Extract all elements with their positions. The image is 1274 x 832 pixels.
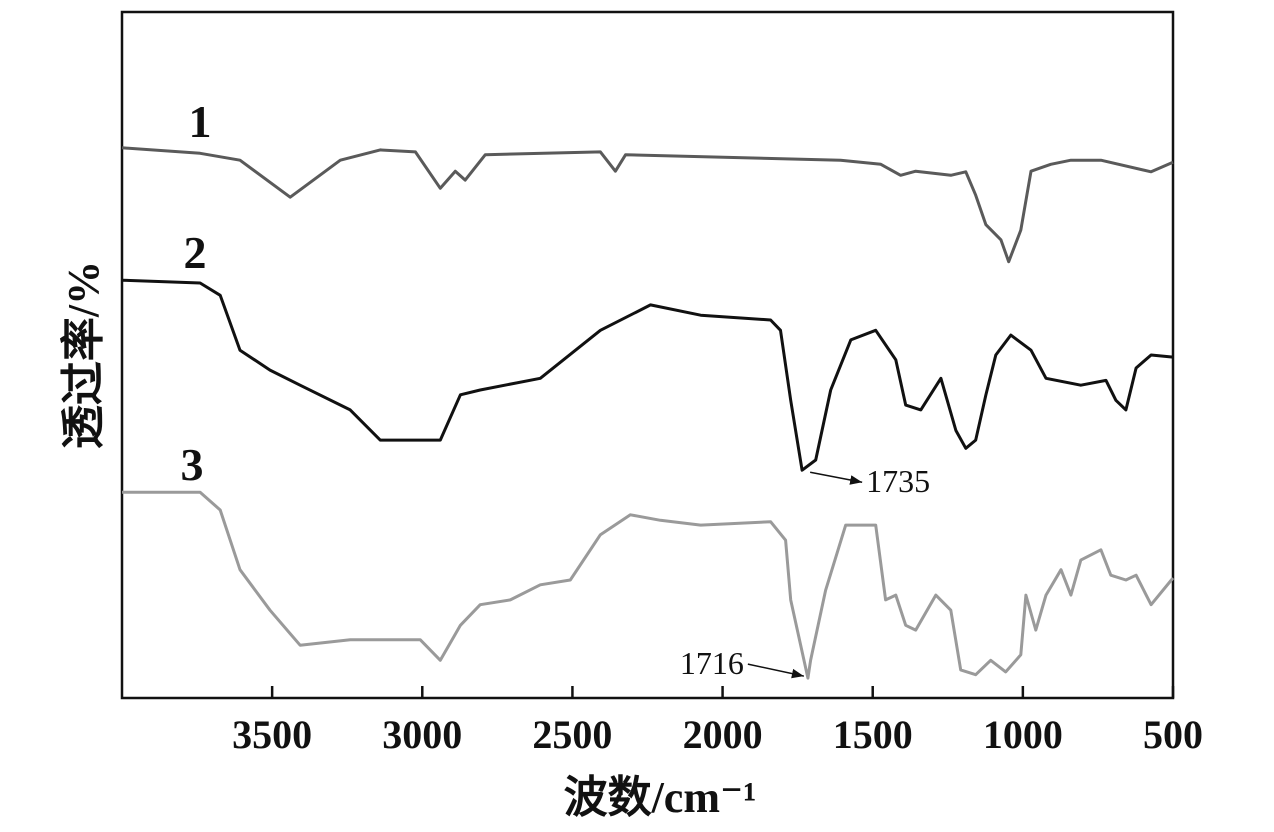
x-tick-label: 500 (1143, 712, 1203, 757)
series-label: 1 (189, 96, 212, 147)
series-label: 2 (184, 227, 207, 278)
annotation-label: 1735 (866, 463, 930, 499)
spectrum-line (121, 278, 1174, 472)
x-tick-label: 2000 (683, 712, 763, 757)
annotation-arrow (747, 663, 805, 679)
series-label: 3 (181, 439, 204, 490)
x-tick-label: 2500 (532, 712, 612, 757)
x-tick-label: 1500 (833, 712, 913, 757)
plot-frame (120, 10, 1175, 700)
spectrum-line (122, 490, 1175, 680)
x-tick-label: 1000 (983, 712, 1063, 757)
annotation-arrow (810, 471, 863, 485)
x-tick-label: 3000 (382, 712, 462, 757)
spectrum-line (121, 146, 1174, 264)
y-axis-label: 透过率/% (59, 261, 108, 449)
x-tick-label: 3500 (232, 712, 312, 757)
x-axis-label: 波数/cm⁻¹ (564, 773, 757, 822)
annotation-label: 1716 (680, 645, 744, 681)
